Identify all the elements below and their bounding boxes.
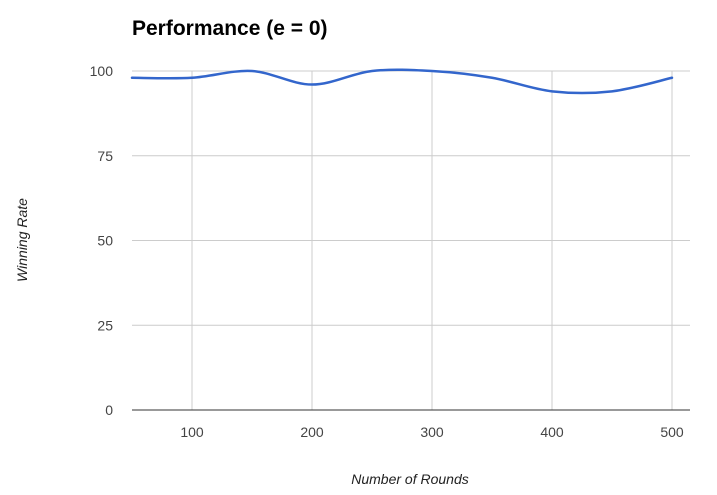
y-axis-ticks: 0 25 50 75 100 (90, 63, 114, 418)
x-tick-label-200: 200 (300, 424, 324, 440)
x-axis-ticks: 100 200 300 400 500 (180, 424, 684, 440)
series-layer (130, 68, 674, 95)
chart-title: Performance (e = 0) (132, 17, 328, 40)
x-tick-label-500: 500 (660, 424, 684, 440)
y-tick-label-25: 25 (97, 317, 113, 333)
x-tick-label-400: 400 (540, 424, 564, 440)
x-tick-label-300: 300 (420, 424, 444, 440)
series-line-0 (130, 68, 674, 95)
y-axis-label: Winning Rate (14, 198, 30, 282)
y-tick-label-75: 75 (97, 148, 113, 164)
y-tick-label-50: 50 (97, 233, 113, 249)
x-tick-label-100: 100 (180, 424, 204, 440)
y-tick-label-0: 0 (105, 402, 113, 418)
x-axis-label: Number of Rounds (351, 471, 469, 487)
gridlines (132, 70, 690, 410)
y-tick-label-100: 100 (90, 63, 114, 79)
